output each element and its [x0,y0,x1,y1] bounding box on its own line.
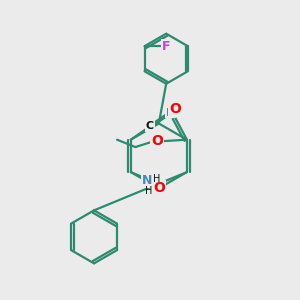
Text: F: F [162,40,171,53]
Text: N: N [142,174,152,188]
Text: O: O [153,181,165,195]
Text: O: O [169,102,181,116]
Text: N: N [166,108,175,118]
Text: O: O [152,134,164,148]
Text: C: C [146,122,154,131]
Text: H: H [153,174,160,184]
Text: H: H [145,186,152,196]
